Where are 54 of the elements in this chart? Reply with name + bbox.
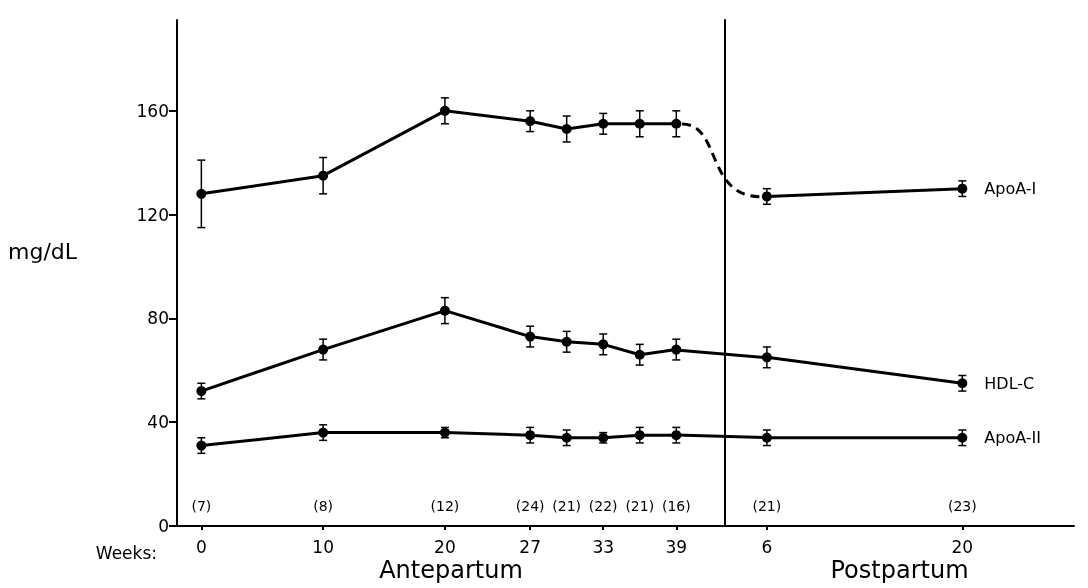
point	[957, 432, 968, 443]
point	[634, 430, 645, 441]
annotation: (22)	[588, 498, 618, 514]
x-tick-label: 6	[761, 536, 773, 557]
point	[761, 191, 772, 202]
point	[957, 183, 968, 194]
point	[318, 170, 329, 181]
text: Weeks:	[95, 543, 157, 563]
point	[525, 430, 536, 441]
point	[318, 344, 329, 355]
x-tick-label: 20	[434, 536, 456, 557]
x-tick-label: 20	[951, 536, 974, 557]
annotation: (23)	[947, 498, 977, 514]
annotation: (12)	[430, 498, 460, 514]
point	[439, 305, 450, 316]
annotation: (21)	[552, 498, 582, 514]
point	[196, 188, 207, 199]
y-tick-label: 120	[136, 204, 169, 225]
point	[634, 118, 645, 129]
point	[671, 118, 682, 129]
point	[525, 116, 536, 127]
x-axis-title: Antepartum	[379, 556, 523, 584]
annotation: (8)	[313, 498, 334, 514]
series-label: ApoA-I	[984, 179, 1037, 199]
x-tick-label: 10	[312, 536, 334, 557]
y-tick-label: 80	[147, 308, 169, 329]
y-tick-label: 40	[147, 412, 169, 433]
point	[598, 339, 609, 350]
point	[525, 331, 536, 342]
x-tick-label: 39	[665, 536, 688, 557]
annotation: (24)	[515, 498, 545, 514]
point	[561, 336, 572, 347]
point	[196, 386, 207, 397]
series-label: HDL-C	[984, 373, 1035, 393]
y-axis-title: mg/dL	[8, 238, 78, 264]
annotation: (21)	[752, 498, 782, 514]
y-tick-label: 0	[158, 516, 169, 536]
x-tick-label: 33	[592, 536, 615, 557]
point	[561, 432, 572, 443]
annotation: (7)	[191, 498, 212, 514]
point	[634, 349, 645, 360]
point	[957, 378, 968, 389]
point	[318, 427, 329, 438]
series-label: ApoA-II	[984, 428, 1042, 448]
point	[196, 440, 207, 451]
y-tick-label: 160	[136, 100, 169, 121]
x-tick-label: 0	[195, 536, 207, 557]
annotation: (21)	[625, 498, 655, 514]
annotation: (16)	[661, 498, 691, 514]
x-tick-label: 27	[519, 536, 541, 557]
point	[598, 118, 609, 129]
point	[439, 105, 450, 116]
x-axis-title: Postpartum	[830, 556, 969, 584]
point	[561, 123, 572, 134]
